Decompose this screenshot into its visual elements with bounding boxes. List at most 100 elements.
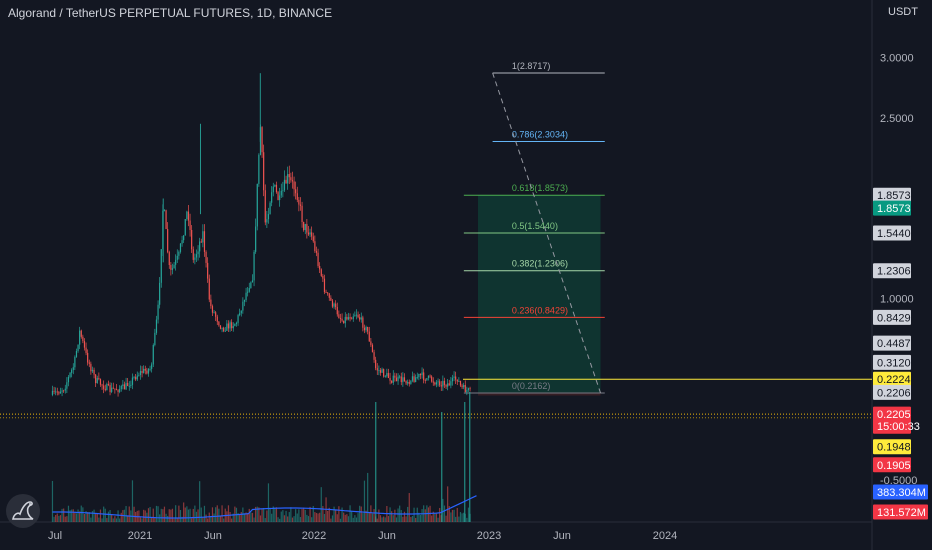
volume-bar xyxy=(327,510,329,522)
volume-bar xyxy=(239,514,241,522)
tradingview-logo-icon[interactable] xyxy=(4,492,42,530)
candle-body xyxy=(311,232,313,237)
volume-bar xyxy=(200,507,202,522)
candle-body xyxy=(216,316,218,322)
candle-body xyxy=(74,356,76,368)
volume-bar xyxy=(237,513,239,522)
candles xyxy=(51,124,471,397)
volume-spike xyxy=(441,412,443,522)
candle-body xyxy=(392,375,394,383)
volume-bar xyxy=(192,508,194,522)
volume-bar xyxy=(231,518,233,522)
volume-bar xyxy=(184,507,186,522)
candle-body xyxy=(312,236,314,242)
candle-body xyxy=(139,371,142,375)
candle-body xyxy=(290,177,292,181)
candle-body xyxy=(104,388,106,391)
price-tag-bg xyxy=(873,263,911,279)
candle-body xyxy=(253,251,255,281)
candle-body xyxy=(271,192,273,203)
volume-bar xyxy=(205,514,207,522)
candle-body xyxy=(307,232,310,235)
symbol-title[interactable]: Algorand / TetherUS PERPETUAL FUTURES, 1… xyxy=(8,6,333,20)
volume-bar xyxy=(261,508,263,522)
candle-body xyxy=(128,385,130,387)
volume-bar xyxy=(61,508,63,522)
price-tag-bg xyxy=(873,354,911,370)
candle-body xyxy=(95,374,97,384)
candle-body xyxy=(245,292,247,301)
volume-bar xyxy=(311,517,313,522)
candle-body xyxy=(51,390,54,395)
candle-body xyxy=(402,377,404,383)
candle-body xyxy=(317,252,319,266)
candle-body xyxy=(387,373,390,379)
price-tag-bg xyxy=(873,309,911,325)
candle-body xyxy=(175,259,177,265)
volume-bar xyxy=(400,510,402,522)
candle-body xyxy=(258,154,260,184)
price-tag-bg xyxy=(873,187,911,203)
position-stop-zone xyxy=(477,392,601,396)
candle-body xyxy=(267,214,270,220)
volume-bar xyxy=(323,513,326,522)
volume-bar xyxy=(183,502,185,522)
candle-body xyxy=(207,262,209,279)
volume-bar xyxy=(370,505,372,522)
candle-body xyxy=(157,304,159,320)
volume-bar xyxy=(91,511,94,522)
candle-body xyxy=(64,388,66,391)
volume-bar xyxy=(456,507,458,522)
volume-bar xyxy=(96,513,98,522)
volume-bar xyxy=(155,505,158,522)
volume-bar xyxy=(168,509,170,522)
volume-bar xyxy=(303,507,305,522)
volume-bar xyxy=(79,511,81,522)
volume-bar xyxy=(90,517,92,522)
candle-body xyxy=(323,278,326,293)
candle-body xyxy=(122,384,124,386)
volume-bar xyxy=(432,511,434,522)
volume-bar xyxy=(347,516,350,522)
candle-body xyxy=(359,317,361,320)
volume-bar xyxy=(296,513,298,522)
volume-bar xyxy=(125,506,127,522)
candle-body xyxy=(91,369,94,372)
price-tag-label: 1.8573 xyxy=(877,190,911,202)
candle-body xyxy=(75,350,78,357)
volume-bar xyxy=(392,515,394,522)
volume-bar xyxy=(139,517,142,522)
candle-body xyxy=(458,381,460,382)
volume-bar xyxy=(53,516,55,522)
volume-bar xyxy=(240,512,242,522)
volume-bar xyxy=(80,505,82,522)
fib-level-label: 1(2.8717) xyxy=(512,61,551,71)
candle-body xyxy=(384,376,386,377)
volume-bar xyxy=(453,509,455,522)
price-tag-label: 0.3120 xyxy=(877,357,911,369)
candle-body xyxy=(346,316,348,320)
x-tick-label: 2021 xyxy=(128,530,152,542)
volume-bar xyxy=(223,518,225,522)
volume-bar xyxy=(437,517,439,522)
candle-body xyxy=(109,385,111,392)
candle-body xyxy=(463,384,465,388)
x-tick-label: Jul xyxy=(48,530,62,542)
candle-body xyxy=(427,375,430,378)
volume-bar xyxy=(466,517,468,522)
fib-level-label: 0.5(1.5440) xyxy=(512,221,558,231)
volume-bar xyxy=(389,507,391,522)
candle-body xyxy=(405,381,407,384)
candle-body xyxy=(293,181,295,190)
candle-body xyxy=(275,184,278,193)
volume-bar xyxy=(67,505,70,522)
volume-bar xyxy=(359,505,361,522)
candle-body xyxy=(155,319,158,333)
candle-body xyxy=(325,292,327,293)
candle-body xyxy=(203,231,206,252)
candle-body xyxy=(80,330,82,337)
candle-body xyxy=(261,127,263,153)
volume-bar xyxy=(336,514,338,522)
price-tag-bg xyxy=(873,384,911,400)
